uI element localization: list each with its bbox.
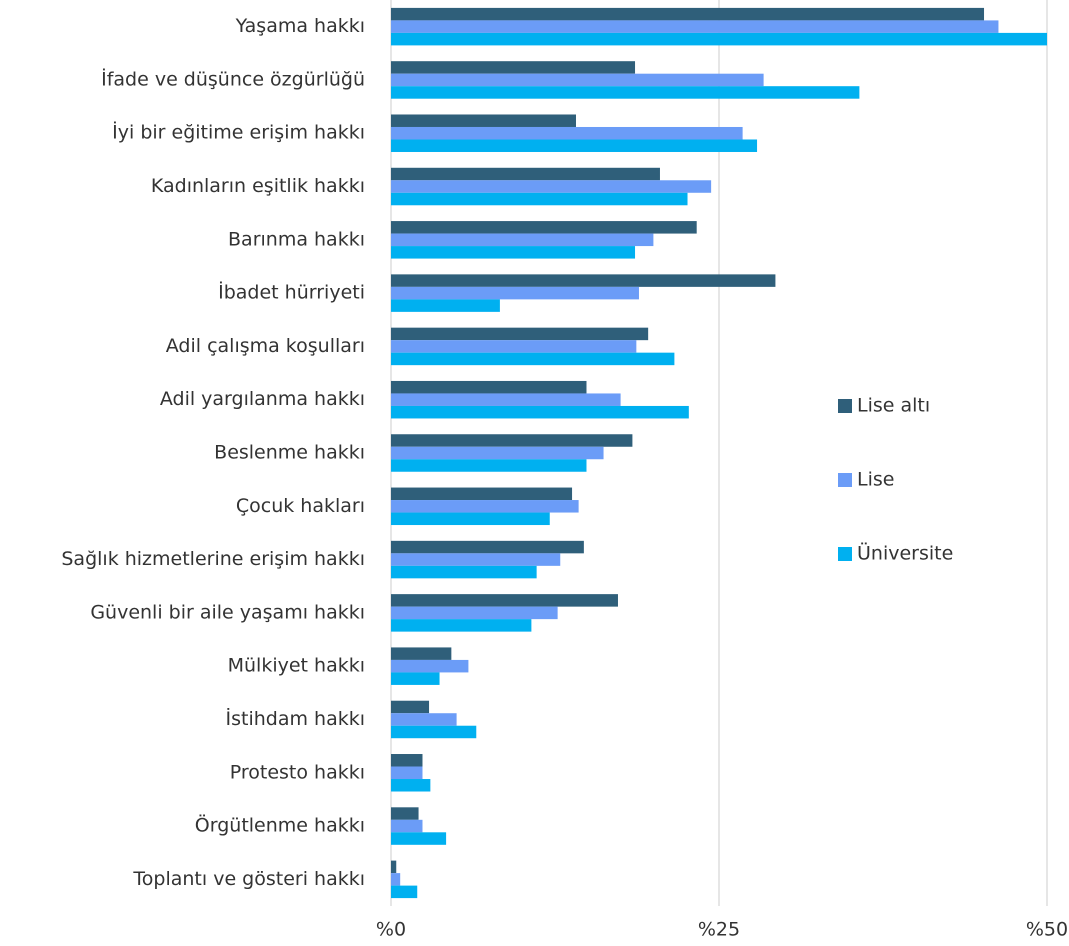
bar [391,540,584,554]
bar [391,832,447,845]
bar [391,766,423,780]
bar [391,180,712,193]
bar [391,380,587,394]
bar [391,405,689,419]
legend-label: Üniversite [857,542,953,565]
bar [391,713,457,726]
y-tick-label: Barınma hakkı [228,228,365,250]
legend-label: Lise [857,469,894,491]
bar [391,167,660,181]
y-tick-label: Örgütlenme hakkı [195,814,365,837]
bar [391,700,430,714]
bar [391,327,649,341]
y-tick-label: İfade ve düşünce özgürlüğü [101,67,365,90]
y-tick-label: Kadınların eşitlik hakkı [151,175,365,197]
y-tick-label: Sağlık hizmetlerine erişim hakkı [61,548,365,570]
bar [391,274,776,287]
y-tick-label: Mülkiyet hakkı [228,655,365,677]
x-tick-label: %0 [376,919,406,941]
y-tick-label: Toplantı ve gösteri hakkı [132,868,365,890]
legend-swatch [838,547,852,561]
y-tick-label: Adil yargılanma hakkı [160,388,365,410]
bar [391,246,636,259]
bar [391,139,758,152]
y-tick-label: Beslenme hakkı [214,442,365,464]
bar [391,672,440,685]
y-tick-label: Adil çalışma koşulları [166,335,365,357]
bar [391,221,697,234]
bar [391,512,550,526]
bar [391,885,418,899]
bar [391,126,743,140]
bar [391,233,654,247]
y-tick-label: Yaşama hakkı [235,15,365,37]
bar [391,446,604,460]
bar [391,114,576,127]
bar [391,659,469,673]
bar [391,819,423,833]
bar [391,565,537,579]
bar [391,86,860,99]
bar [391,7,985,21]
y-tick-label: İstihdam hakkı [226,707,366,730]
legend-label: Lise altı [857,395,930,417]
bar [391,873,401,886]
bar [391,647,452,660]
x-tick-label: %50 [1026,919,1068,941]
bar [391,340,637,353]
bar [391,61,636,74]
y-tick-label: Güvenli bir aile yaşamı hakkı [90,601,365,623]
x-tick-label: %25 [698,919,740,941]
bar [391,594,618,607]
bar [391,606,558,620]
bar [391,459,587,472]
bar [391,192,688,206]
bar [391,779,431,792]
bar [391,32,1047,46]
bar [391,434,633,447]
legend-swatch [838,473,852,487]
bar [391,754,423,767]
legend-swatch [838,399,852,413]
y-tick-label: İbadet hürriyeti [218,281,365,304]
bar [391,860,397,874]
bar [391,619,532,632]
bar [391,393,621,406]
y-tick-label: Protesto hakkı [230,761,365,783]
y-tick-label: Çocuk hakları [236,495,365,517]
y-tick-label: İyi bir eğitime erişim hakkı [112,121,365,144]
bar [391,553,561,566]
bar [391,73,764,87]
bar [391,500,579,513]
bar [391,725,477,739]
bar [391,487,573,501]
bar [391,299,500,312]
bar [391,286,639,300]
bar [391,807,419,820]
bar [391,352,675,366]
bar [391,20,999,33]
